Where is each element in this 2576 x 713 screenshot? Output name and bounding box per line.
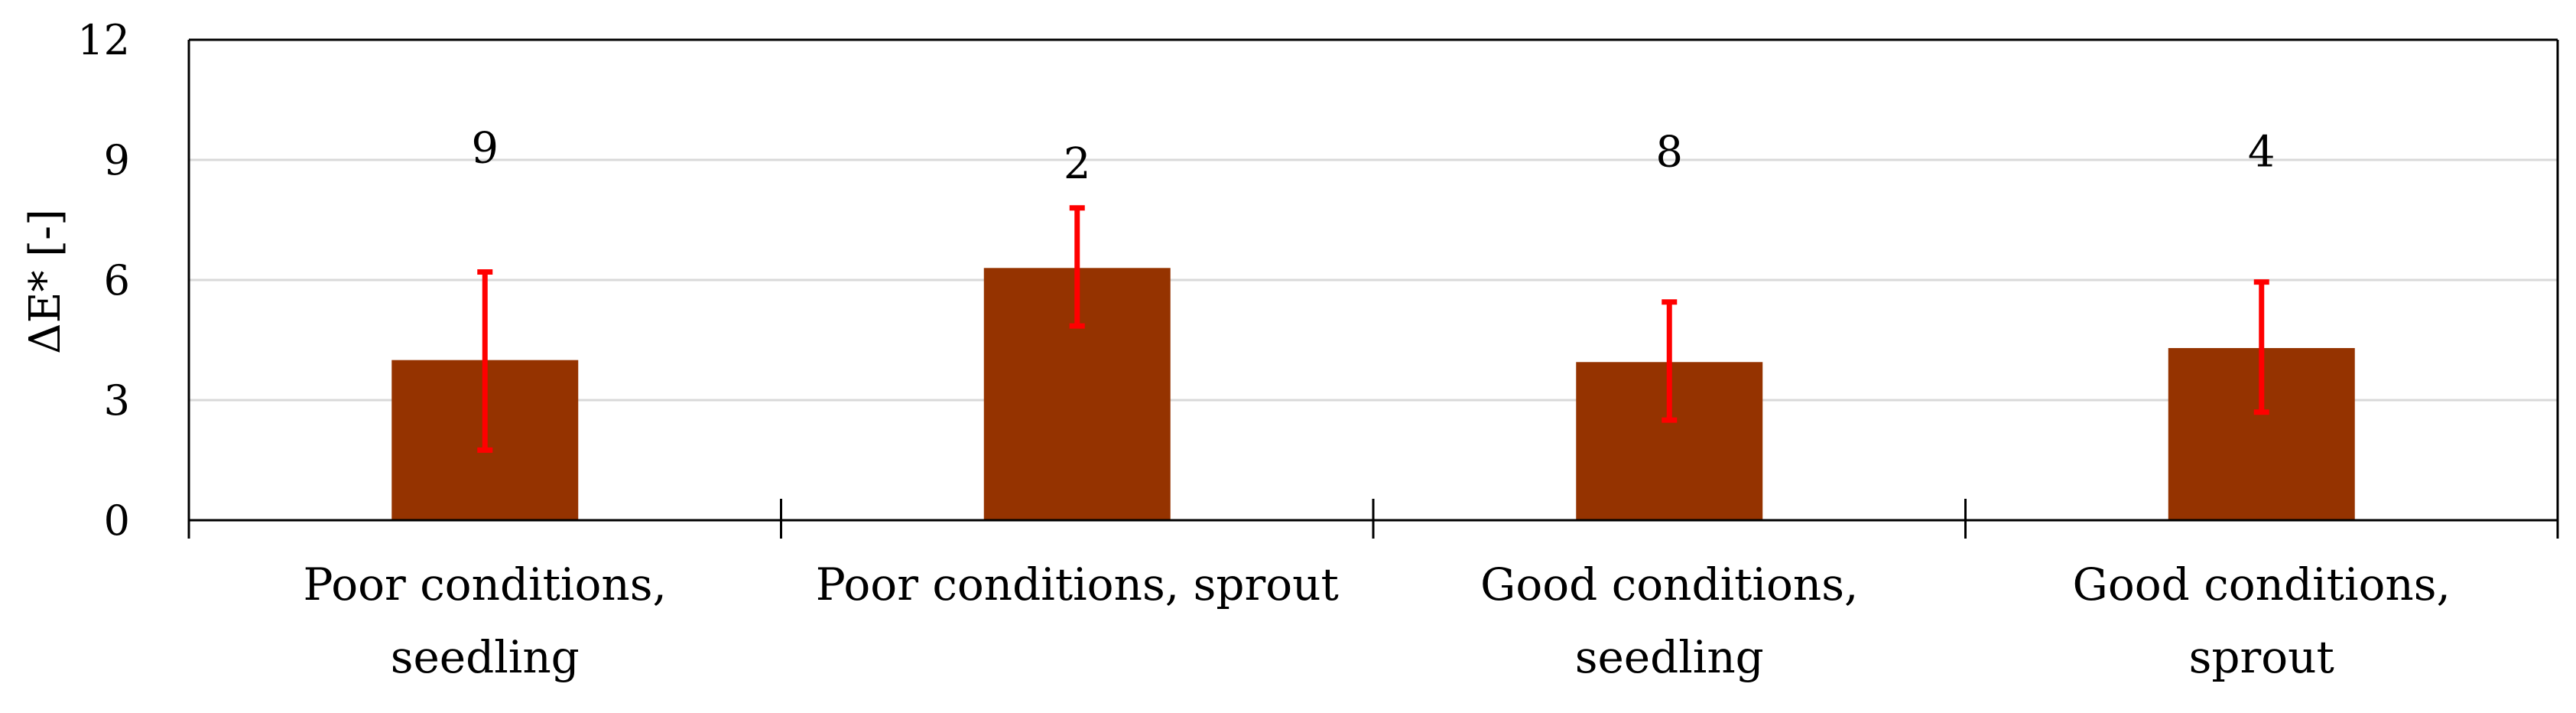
x-tick-label: sprout <box>2189 631 2334 683</box>
x-tick-label: seedling <box>391 631 580 683</box>
x-tick-labels: Poor conditions, seedling Poor conditions,… <box>304 558 2451 683</box>
axes <box>187 38 2559 539</box>
gridlines <box>189 38 2558 402</box>
data-label: 4 <box>2248 128 2276 177</box>
x-tick-label: seedling <box>1575 631 1764 683</box>
data-label: 8 <box>1655 128 1683 177</box>
y-axis-label: ΔE* [-] <box>21 209 70 354</box>
x-tick-label: Poor conditions, <box>304 558 667 610</box>
y-tick-label: 3 <box>104 376 130 425</box>
y-tick-label: 12 <box>77 16 130 64</box>
x-tick-label: Good conditions, <box>2072 558 2451 610</box>
data-label: 9 <box>471 123 499 173</box>
x-tick-label: Poor conditions, sprout <box>816 558 1339 610</box>
bars <box>391 268 2355 520</box>
error-bars <box>477 205 2269 453</box>
x-tick-label: Good conditions, <box>1480 558 1859 610</box>
data-labels: 9 2 8 4 <box>471 123 2275 189</box>
y-tick-label: 6 <box>104 256 130 304</box>
data-label: 2 <box>1064 139 1091 189</box>
y-tick-label: 0 <box>104 496 130 545</box>
y-tick-label: 9 <box>104 136 130 184</box>
y-tick-labels: 0 3 6 9 12 <box>77 16 130 545</box>
